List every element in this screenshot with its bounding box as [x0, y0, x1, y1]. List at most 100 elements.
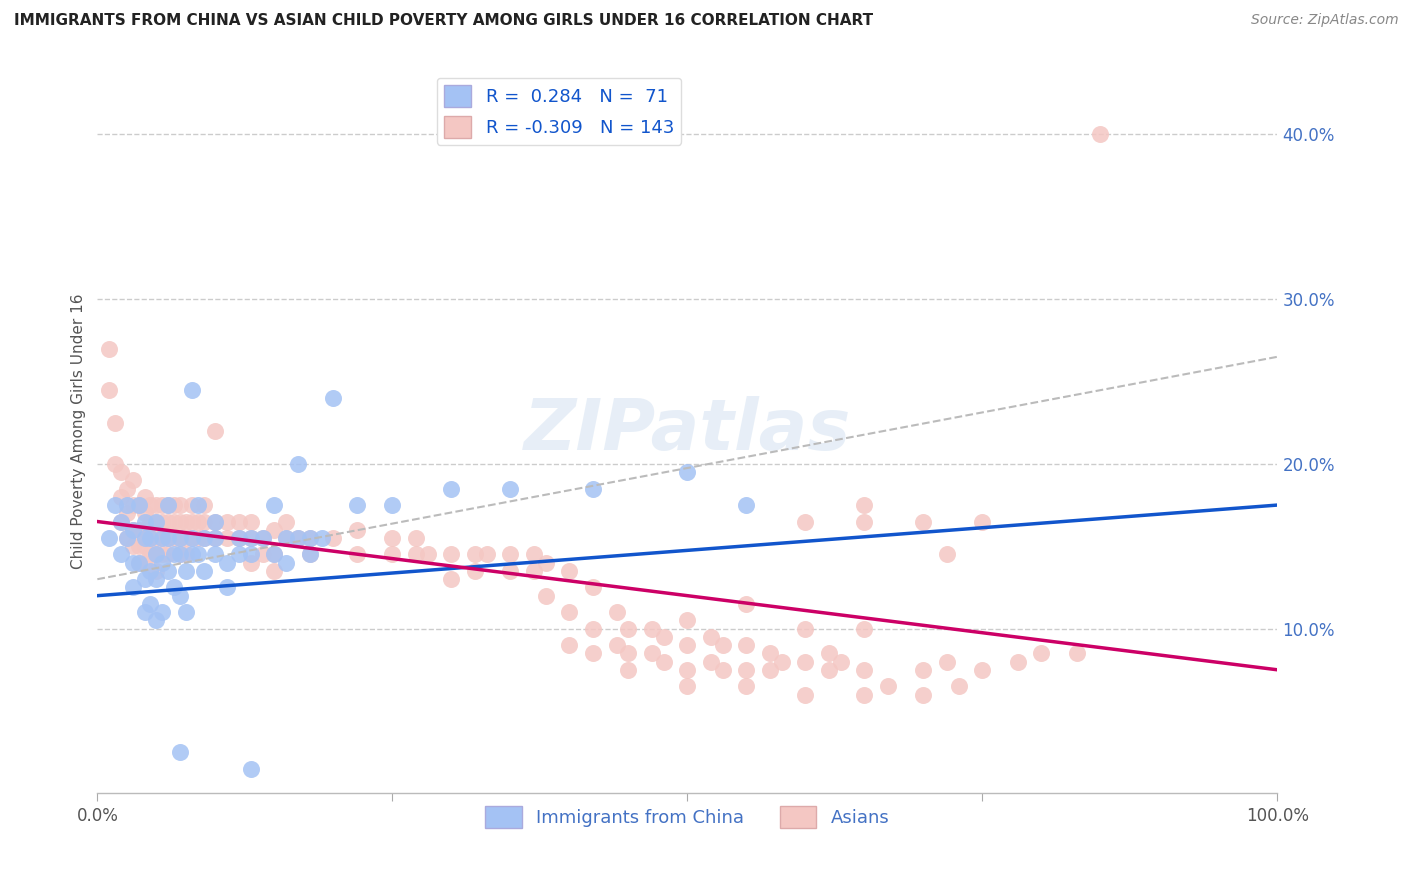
Point	[617, 663, 640, 677]
Point	[582, 622, 605, 636]
Point	[128, 539, 150, 553]
Point	[877, 679, 900, 693]
Point	[818, 646, 841, 660]
Point	[298, 531, 321, 545]
Point	[676, 679, 699, 693]
Point	[134, 531, 156, 545]
Point	[150, 605, 173, 619]
Point	[180, 531, 202, 545]
Point	[204, 531, 226, 545]
Point	[157, 498, 180, 512]
Point	[311, 531, 333, 545]
Point	[276, 515, 298, 529]
Point	[163, 498, 186, 512]
Point	[104, 457, 127, 471]
Point	[287, 531, 309, 545]
Point	[134, 515, 156, 529]
Point	[115, 482, 138, 496]
Point	[770, 655, 793, 669]
Point	[115, 506, 138, 520]
Point	[853, 663, 876, 677]
Point	[145, 548, 167, 562]
Point	[676, 663, 699, 677]
Point	[169, 548, 191, 562]
Point	[912, 515, 935, 529]
Point	[193, 498, 215, 512]
Point	[163, 548, 186, 562]
Point	[700, 630, 723, 644]
Point	[263, 523, 285, 537]
Point	[128, 498, 150, 512]
Point	[169, 589, 191, 603]
Point	[276, 531, 298, 545]
Point	[239, 556, 262, 570]
Point	[174, 515, 197, 529]
Point	[853, 622, 876, 636]
Point	[239, 548, 262, 562]
Point	[134, 605, 156, 619]
Point	[606, 605, 628, 619]
Point	[150, 556, 173, 570]
Point	[128, 556, 150, 570]
Point	[534, 556, 557, 570]
Point	[381, 548, 404, 562]
Point	[150, 531, 173, 545]
Point	[174, 564, 197, 578]
Point	[193, 531, 215, 545]
Point	[948, 679, 970, 693]
Point	[145, 548, 167, 562]
Point	[252, 548, 274, 562]
Point	[121, 523, 143, 537]
Point	[169, 498, 191, 512]
Point	[121, 523, 143, 537]
Point	[204, 424, 226, 438]
Point	[110, 548, 132, 562]
Point	[735, 679, 758, 693]
Point	[405, 548, 427, 562]
Point	[145, 564, 167, 578]
Point	[98, 383, 121, 397]
Point	[150, 515, 173, 529]
Point	[110, 465, 132, 479]
Point	[252, 531, 274, 545]
Point	[1031, 646, 1053, 660]
Point	[298, 548, 321, 562]
Point	[1007, 655, 1029, 669]
Point	[534, 589, 557, 603]
Point	[711, 663, 734, 677]
Point	[1090, 128, 1112, 142]
Point	[700, 655, 723, 669]
Point	[157, 531, 180, 545]
Point	[134, 539, 156, 553]
Point	[263, 548, 285, 562]
Point	[169, 531, 191, 545]
Point	[110, 515, 132, 529]
Point	[104, 416, 127, 430]
Legend: Immigrants from China, Asians: Immigrants from China, Asians	[478, 798, 897, 835]
Point	[972, 515, 994, 529]
Point	[794, 515, 817, 529]
Point	[582, 581, 605, 595]
Point	[499, 564, 522, 578]
Point	[464, 564, 486, 578]
Point	[582, 482, 605, 496]
Point	[263, 498, 285, 512]
Point	[558, 564, 581, 578]
Point	[936, 655, 959, 669]
Point	[115, 531, 138, 545]
Point	[139, 597, 162, 611]
Point	[617, 646, 640, 660]
Point	[263, 564, 285, 578]
Point	[150, 548, 173, 562]
Point	[830, 655, 852, 669]
Point	[381, 498, 404, 512]
Point	[676, 465, 699, 479]
Point	[228, 515, 250, 529]
Point	[169, 531, 191, 545]
Point	[104, 498, 127, 512]
Point	[1066, 646, 1088, 660]
Point	[110, 515, 132, 529]
Point	[499, 482, 522, 496]
Point	[157, 564, 180, 578]
Point	[134, 556, 156, 570]
